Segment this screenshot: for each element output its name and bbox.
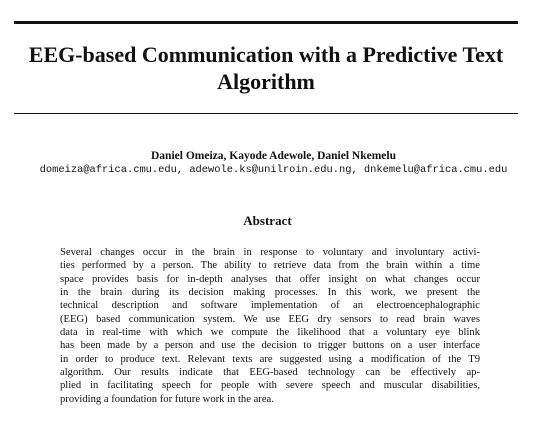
abstract-line: algorithm. Our results indicate that EEG…	[60, 367, 480, 379]
paper-title: EEG-based Communication with a Predictiv…	[14, 41, 518, 95]
abstract-line: data in real-time with which we compute …	[60, 327, 480, 339]
abstract-line: technical description and software imple…	[60, 300, 480, 312]
abstract-line: in order to produce text. Relevant texts…	[60, 353, 480, 365]
title-bottom-rule	[14, 113, 518, 114]
title-line-2: Algorithm	[217, 69, 315, 94]
abstract-line: space provides basis for in-depth analys…	[60, 273, 480, 285]
abstract-line: ties performed by a person. The ability …	[60, 260, 480, 272]
abstract-line: Several changes occur in the brain in re…	[60, 247, 480, 258]
author-emails: domeiza@africa.cmu.edu, adewole.ks@unilr…	[39, 164, 508, 176]
abstract-line: has been made by a person and use the de…	[60, 340, 480, 352]
abstract-line: (EEG) based communication system. We use…	[60, 313, 480, 325]
abstract-line: in the brain during its decision making …	[60, 287, 480, 299]
abstract-body: Several changes occur in the brain in re…	[60, 246, 480, 406]
abstract-line: providing a foundation for future work i…	[60, 393, 274, 405]
title-line-1: EEG-based Communication with a Predictiv…	[28, 42, 504, 67]
author-names: Daniel Omeiza, Kayode Adewole, Daniel Nk…	[151, 150, 396, 162]
title-top-rule	[14, 21, 518, 24]
abstract-heading: Abstract	[243, 213, 292, 228]
abstract-line: plied in facilitating speech for people …	[60, 380, 480, 392]
